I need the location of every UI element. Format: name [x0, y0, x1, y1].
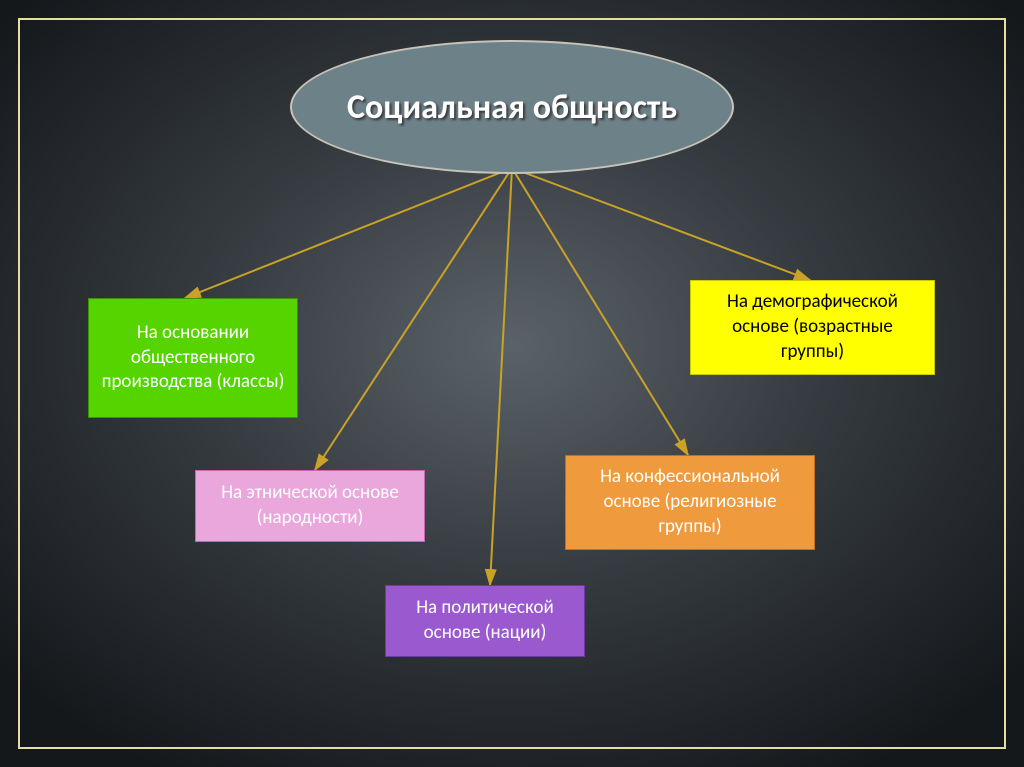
- box-confessional: На конфессиональной основе (религиозные …: [565, 455, 815, 550]
- box-production: На основании общественного производства …: [88, 298, 298, 418]
- box-demographic: На демографической основе (возрастные гр…: [690, 280, 935, 375]
- slide: Социальная общность На основании обществ…: [0, 0, 1024, 767]
- box-ethnic: На этнической основе (народности): [195, 470, 425, 542]
- box-political: На политической основе (нации): [385, 585, 585, 657]
- central-title: Социальная общность: [347, 87, 677, 128]
- central-ellipse: Социальная общность: [290, 40, 734, 174]
